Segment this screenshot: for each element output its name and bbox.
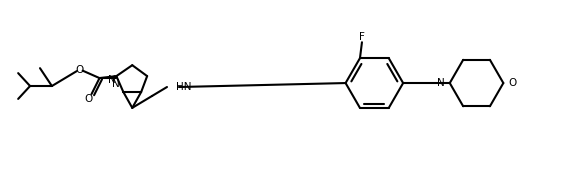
Text: N: N	[108, 75, 115, 85]
Text: F: F	[359, 32, 365, 42]
Text: HN: HN	[176, 82, 192, 92]
Text: N: N	[437, 78, 444, 88]
Text: O: O	[76, 65, 84, 75]
Text: O: O	[509, 78, 517, 88]
Text: N: N	[111, 78, 120, 88]
Text: O: O	[84, 94, 93, 104]
